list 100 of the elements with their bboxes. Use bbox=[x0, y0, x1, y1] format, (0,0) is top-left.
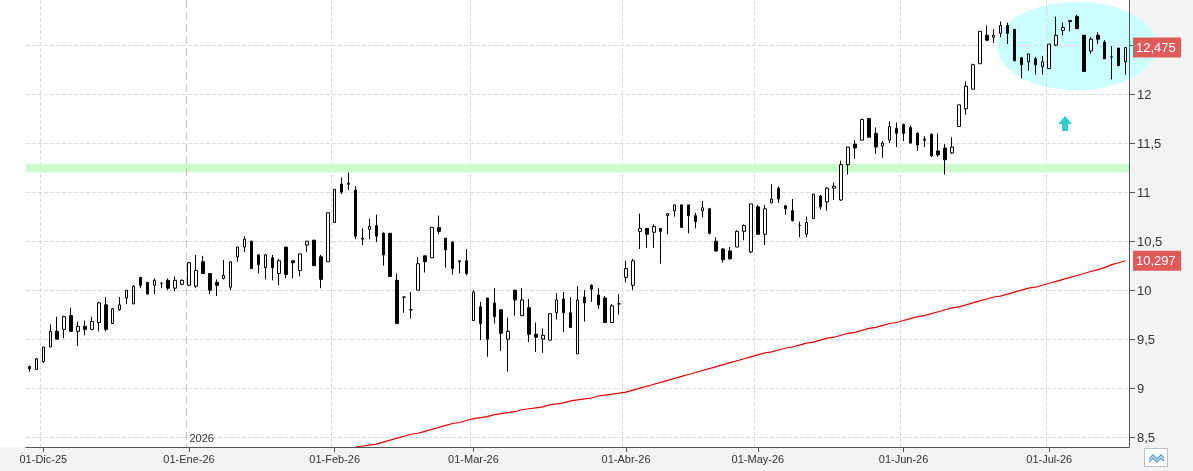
candlestick bbox=[69, 307, 73, 332]
candlestick bbox=[139, 276, 142, 289]
candlestick bbox=[493, 287, 496, 324]
candlestick bbox=[1041, 55, 1044, 75]
candlestick bbox=[756, 204, 760, 235]
candlestick bbox=[277, 258, 281, 286]
candlestick bbox=[312, 239, 316, 267]
candlestick bbox=[153, 277, 156, 295]
candlestick bbox=[180, 278, 184, 286]
candlestick bbox=[819, 194, 822, 211]
candlestick bbox=[458, 260, 461, 274]
candlestick bbox=[166, 277, 170, 291]
candlestick bbox=[950, 136, 954, 155]
candlestick bbox=[812, 193, 815, 220]
candlestick bbox=[444, 237, 447, 269]
candlestick bbox=[985, 24, 989, 42]
candlestick bbox=[742, 223, 746, 241]
candlestick bbox=[125, 289, 128, 305]
candlestick bbox=[624, 260, 628, 283]
candlestick bbox=[375, 214, 378, 243]
x-tick-label: 01-Abr-26 bbox=[601, 452, 651, 465]
candlestick bbox=[541, 327, 545, 354]
text: 12,475 bbox=[1136, 39, 1176, 55]
x-tick-label: 01-Jun-26 bbox=[878, 452, 929, 465]
x-tick-label: 01-Ene-26 bbox=[163, 452, 215, 465]
candlestick bbox=[1103, 39, 1106, 60]
candlestick bbox=[645, 227, 649, 249]
candlestick bbox=[194, 254, 198, 289]
candlestick bbox=[832, 181, 836, 201]
candlestick bbox=[83, 320, 87, 336]
candlestick bbox=[250, 240, 253, 270]
candlestick bbox=[409, 291, 413, 320]
candlestick bbox=[943, 143, 947, 175]
candlestick bbox=[728, 246, 732, 261]
candlestick bbox=[527, 298, 531, 343]
candlestick bbox=[749, 203, 753, 254]
candlestick bbox=[55, 316, 59, 340]
candlestick bbox=[264, 253, 267, 280]
y-tick-label: 9,5 bbox=[1137, 331, 1156, 347]
y-tick-label: 10,5 bbox=[1137, 233, 1163, 249]
candlestick bbox=[298, 253, 302, 277]
candlestick bbox=[42, 346, 45, 364]
candlestick bbox=[770, 183, 773, 204]
candlestick bbox=[964, 80, 968, 116]
candlestick bbox=[118, 296, 121, 312]
candlestick bbox=[465, 248, 468, 276]
candlestick bbox=[222, 259, 225, 280]
candlestick bbox=[28, 365, 31, 373]
candlestick bbox=[361, 227, 364, 246]
candlestick bbox=[673, 204, 676, 218]
candlestick bbox=[569, 296, 572, 328]
candlestick bbox=[999, 21, 1002, 38]
candlestick bbox=[395, 272, 399, 324]
candlestick bbox=[576, 285, 579, 355]
candlestick bbox=[291, 260, 295, 279]
candlestick bbox=[978, 30, 982, 65]
candlestick bbox=[687, 204, 690, 234]
candlestick bbox=[881, 140, 884, 159]
candlestick bbox=[257, 254, 260, 274]
candlestick bbox=[874, 126, 878, 155]
candlestick bbox=[597, 287, 600, 310]
candlestick bbox=[936, 132, 940, 158]
candlestick bbox=[971, 63, 975, 90]
candlestick bbox=[173, 275, 177, 292]
candlestick bbox=[805, 216, 808, 238]
candlestick bbox=[562, 291, 565, 333]
text: 10,297 bbox=[1136, 252, 1176, 268]
candlestick bbox=[867, 118, 871, 138]
candlestick bbox=[895, 122, 898, 148]
candlestick bbox=[666, 213, 669, 235]
candlestick bbox=[701, 200, 704, 219]
candlestick bbox=[909, 124, 912, 144]
candlestick bbox=[97, 301, 101, 332]
x-tick-label: 01-Feb-26 bbox=[309, 452, 361, 465]
candlestick bbox=[368, 218, 371, 240]
x-tick-label: 01-Mar-26 bbox=[448, 452, 499, 465]
candlestick bbox=[1013, 28, 1016, 62]
candlestick bbox=[326, 212, 330, 263]
candlestick bbox=[479, 301, 482, 341]
candlestick bbox=[49, 323, 52, 348]
candlestick bbox=[610, 303, 614, 324]
candlestick bbox=[1047, 43, 1051, 70]
candlestick bbox=[1068, 20, 1072, 32]
candlestick bbox=[721, 247, 725, 264]
candlestick bbox=[382, 231, 385, 267]
y-tick-label: 11 bbox=[1137, 184, 1151, 200]
candlestick bbox=[208, 272, 212, 295]
candlestick bbox=[694, 212, 697, 229]
candlestick bbox=[333, 188, 336, 224]
candlestick bbox=[499, 309, 503, 352]
candlestick bbox=[111, 307, 114, 324]
candlestick bbox=[777, 185, 780, 204]
candlestick bbox=[791, 198, 794, 223]
candlestick bbox=[520, 287, 524, 317]
candlestick bbox=[486, 297, 489, 358]
candlestick bbox=[853, 139, 857, 160]
candlestick bbox=[583, 289, 586, 323]
candlestick bbox=[437, 215, 441, 235]
candlestick bbox=[992, 28, 995, 44]
candlestick bbox=[534, 322, 538, 353]
